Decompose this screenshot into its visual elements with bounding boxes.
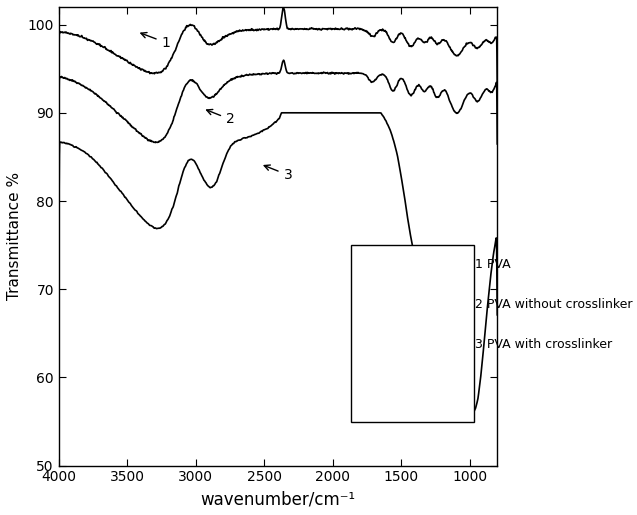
Text: 1: 1 (141, 32, 170, 49)
Text: 2: 2 (206, 110, 234, 126)
X-axis label: wavenumber/cm⁻¹: wavenumber/cm⁻¹ (201, 490, 355, 508)
Text: 3: 3 (264, 165, 292, 182)
Text: 3 PVA with crosslinker: 3 PVA with crosslinker (475, 338, 612, 351)
Text: 1 PVA: 1 PVA (475, 259, 511, 271)
Text: 2 PVA without crosslinker: 2 PVA without crosslinker (475, 298, 633, 311)
Y-axis label: Transmittance %: Transmittance % (7, 172, 22, 300)
FancyBboxPatch shape (350, 245, 474, 422)
